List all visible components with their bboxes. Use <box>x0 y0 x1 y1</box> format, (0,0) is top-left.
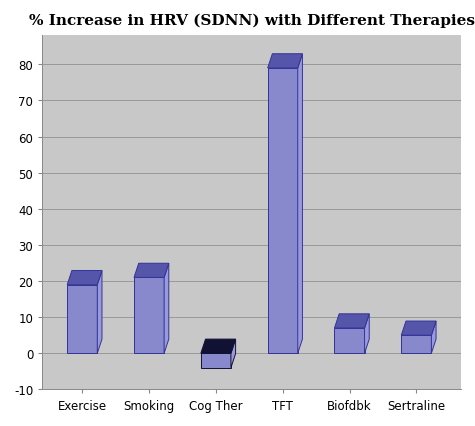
Polygon shape <box>268 69 298 354</box>
Polygon shape <box>268 55 303 69</box>
Polygon shape <box>431 321 436 354</box>
Polygon shape <box>97 271 102 354</box>
Polygon shape <box>231 340 236 368</box>
Polygon shape <box>334 328 364 354</box>
Polygon shape <box>134 264 169 278</box>
Polygon shape <box>201 354 231 368</box>
Polygon shape <box>401 321 436 335</box>
Polygon shape <box>201 340 236 354</box>
Polygon shape <box>334 314 369 328</box>
Polygon shape <box>67 285 97 354</box>
Polygon shape <box>67 271 102 285</box>
Polygon shape <box>164 264 169 354</box>
Title: % Increase in HRV (SDNN) with Different Therapies: % Increase in HRV (SDNN) with Different … <box>28 14 475 28</box>
Polygon shape <box>298 55 303 354</box>
Polygon shape <box>401 335 431 354</box>
Polygon shape <box>364 314 369 354</box>
Polygon shape <box>134 278 164 354</box>
